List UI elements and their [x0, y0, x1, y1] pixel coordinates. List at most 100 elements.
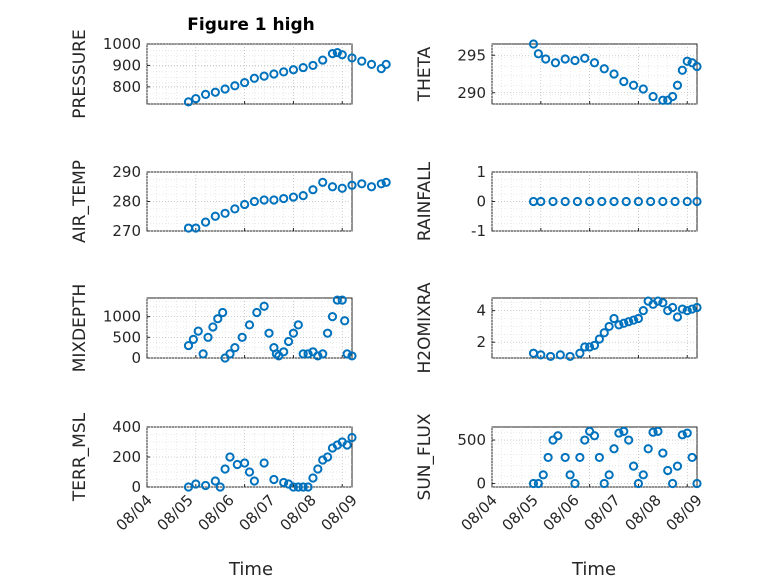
y-tick-label: 1000 [103, 35, 141, 53]
data-point [628, 315, 639, 325]
data-point [653, 296, 663, 306]
data-point [200, 480, 211, 491]
data-point [628, 461, 639, 471]
axes-box [491, 426, 698, 488]
data-point [327, 182, 338, 192]
data-point [240, 458, 250, 468]
data-point [677, 65, 687, 75]
data-point [357, 179, 367, 189]
data-point [298, 62, 308, 73]
data-point [609, 69, 619, 79]
data-point [643, 444, 653, 454]
data-point [614, 428, 624, 438]
data-point [541, 54, 551, 64]
data-point [183, 340, 194, 351]
data-point [283, 336, 294, 347]
x-tick-label: 08/04 [458, 491, 501, 534]
data-point [340, 316, 350, 326]
x-tick-label: 08/07 [581, 491, 624, 534]
data-point [376, 179, 386, 189]
data-point [633, 196, 644, 207]
data-point [646, 196, 656, 207]
data-point [308, 473, 318, 483]
data-point [218, 307, 228, 318]
data-point [628, 80, 639, 90]
data-point [313, 351, 323, 361]
y-tick-label: -1 [471, 222, 486, 240]
y-tick-label: 0 [476, 193, 486, 211]
y-axis-label: AIR_TEMP [70, 160, 90, 243]
data-point [533, 49, 543, 59]
y-tick-label: 290 [457, 84, 486, 102]
y-axis-label: H2OMIXRA [415, 282, 435, 373]
y-tick-label: 290 [112, 163, 141, 181]
data-point [555, 350, 565, 360]
data-point [200, 217, 211, 227]
data-point [237, 332, 247, 342]
data-point [249, 196, 259, 207]
data-point [188, 334, 198, 344]
data-point [303, 349, 313, 359]
data-point [624, 435, 634, 445]
data-point [298, 191, 308, 201]
data-point [308, 185, 318, 195]
data-point [240, 77, 250, 88]
data-point [638, 306, 648, 316]
data-point [269, 474, 279, 485]
data-point [279, 67, 289, 77]
data-point [288, 192, 299, 202]
data-point [327, 312, 338, 322]
data-point [550, 58, 561, 68]
data-point [604, 321, 614, 332]
data-point [381, 177, 391, 187]
data-point [279, 347, 289, 357]
data-point [210, 87, 220, 97]
data-point [658, 95, 668, 105]
data-point [609, 444, 619, 454]
data-point [670, 196, 680, 207]
data-point [215, 482, 225, 492]
data-point [619, 76, 629, 87]
data-point [337, 295, 347, 305]
data-point [347, 351, 357, 361]
data-point [357, 56, 367, 66]
data-point [366, 59, 377, 69]
subplot-2: 290 295 THETA [415, 39, 702, 105]
data-point [682, 56, 692, 66]
data-point [548, 196, 558, 207]
y-tick-label: 200 [112, 448, 141, 466]
data-point [249, 476, 259, 486]
data-point [565, 470, 575, 480]
data-point [347, 432, 357, 443]
data-point [565, 351, 575, 362]
axes-box [491, 43, 698, 105]
x-axis-label-right: Time [571, 559, 616, 580]
data-point [682, 196, 692, 207]
data-point [560, 196, 570, 207]
data-point [658, 448, 668, 458]
data-point [252, 307, 262, 318]
data-point [589, 431, 600, 441]
data-point [318, 55, 328, 65]
y-axis-label: RAINFALL [415, 161, 435, 241]
data-point [220, 208, 230, 218]
data-point [648, 427, 658, 437]
figure-title: Figure 1 high [187, 15, 315, 35]
data-point [230, 204, 240, 214]
x-tick-label: 08/07 [236, 491, 279, 534]
data-point [599, 328, 609, 338]
data-point [682, 306, 692, 316]
y-tick-label: 0 [131, 478, 141, 496]
data-point [687, 452, 697, 463]
data-point [621, 196, 631, 207]
data-point [667, 478, 678, 489]
data-point [183, 97, 194, 107]
y-axis-label: MIXDEPTH [70, 284, 90, 373]
x-tick-label: 08/09 [663, 491, 706, 534]
data-point [313, 464, 323, 474]
data-point [533, 478, 543, 489]
data-point [687, 304, 697, 314]
data-point [318, 177, 328, 187]
data-point [193, 326, 203, 336]
